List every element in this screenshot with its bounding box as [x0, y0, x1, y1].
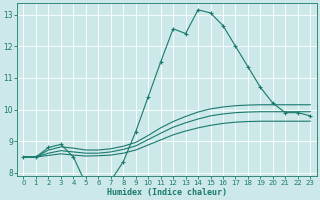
X-axis label: Humidex (Indice chaleur): Humidex (Indice chaleur)	[107, 188, 227, 197]
